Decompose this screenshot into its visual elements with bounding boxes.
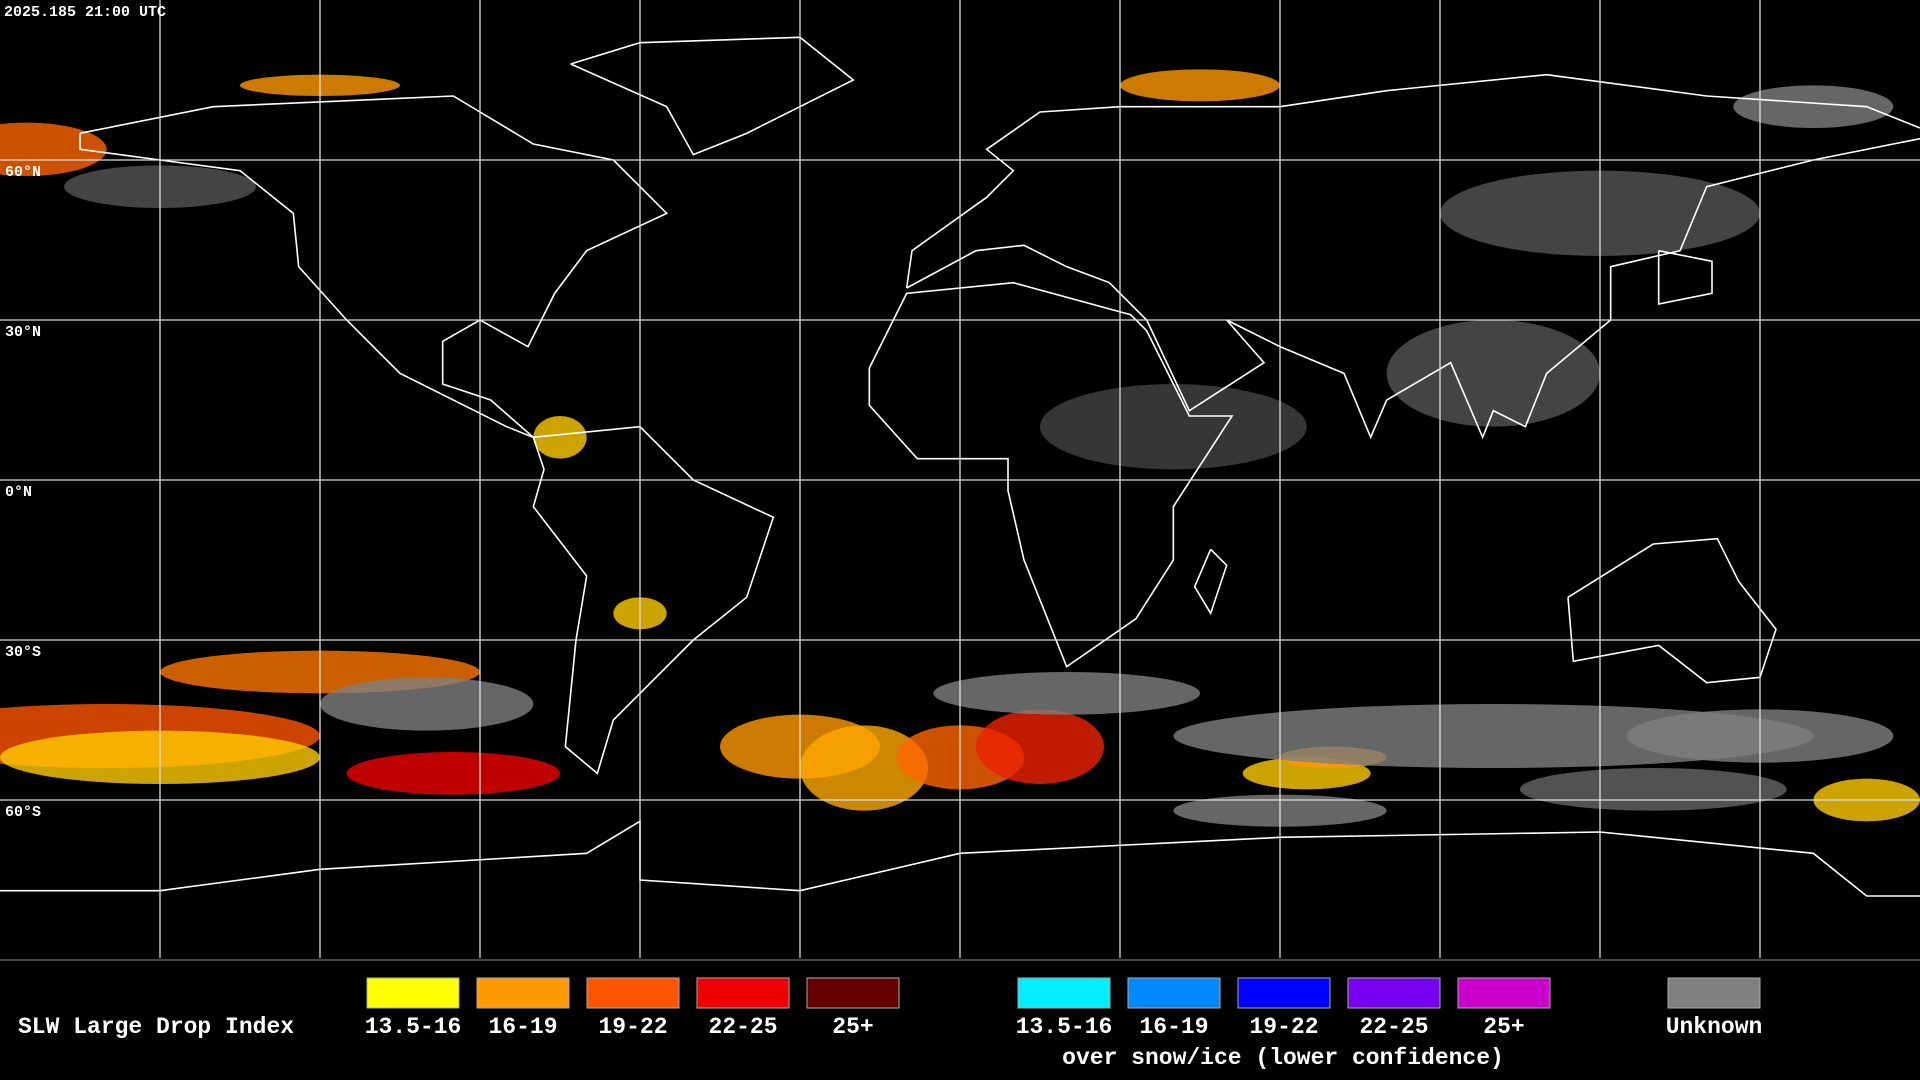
legend-label: 25+ [832,1014,873,1040]
cloud-layer [0,69,1920,827]
legend-label: Unknown [1666,1014,1763,1040]
legend-label: 22-25 [1359,1014,1428,1040]
legend-title: SLW Large Drop Index [18,1014,294,1040]
cloud-patch [346,752,560,795]
legend-swatch [366,977,460,1009]
legend-label: 22-25 [708,1014,777,1040]
coastline [79,95,669,439]
cloud-patch [533,416,587,459]
coastline [905,73,1920,289]
legend: SLW Large Drop Index over snow/ice (lowe… [18,977,1763,1071]
legend-label: 19-22 [1249,1014,1318,1040]
cloud-patch [976,709,1104,785]
legend-label: 25+ [1483,1014,1524,1040]
timestamp: 2025.185 21:00 UTC [4,4,166,21]
cloud-patch [1520,768,1787,811]
legend-swatch [586,977,680,1009]
cloud-patch [1120,69,1280,102]
legend-swatch [1017,977,1111,1009]
legend-swatch [1127,977,1221,1009]
cloud-patch [800,725,928,811]
coastline [1567,537,1777,684]
coastline [1193,548,1228,616]
legend-swatch [806,977,900,1009]
lat-label: 0°N [5,484,32,501]
coastline [868,281,1234,668]
legend-label: 16-19 [1139,1014,1208,1040]
cloud-patch [1040,384,1307,470]
lat-label: 60°N [5,164,41,181]
cloud-patch [933,672,1200,715]
legend-label: 13.5-16 [1016,1014,1113,1040]
coastline [906,137,1920,440]
lat-label: 30°S [5,644,41,661]
legend-swatch [696,977,790,1009]
legend-swatch [1237,977,1331,1009]
legend-label: 19-22 [598,1014,667,1040]
legend-label: 13.5-16 [365,1014,462,1040]
cloud-patch [1733,85,1894,128]
coastline [1657,249,1713,305]
legend-swatch [1347,977,1441,1009]
coastline [532,425,775,775]
legend-swatch [1457,977,1551,1009]
legend-swatch [476,977,570,1009]
cloud-patch [320,677,534,731]
snow-caption: over snow/ice (lower confidence) [1062,1045,1504,1071]
legend-swatch [1667,977,1761,1009]
map-border [0,959,1920,961]
legend-label: 16-19 [488,1014,557,1040]
graticule [0,0,1920,958]
lat-label: 60°S [5,804,41,821]
lat-label: 30°N [5,324,41,341]
